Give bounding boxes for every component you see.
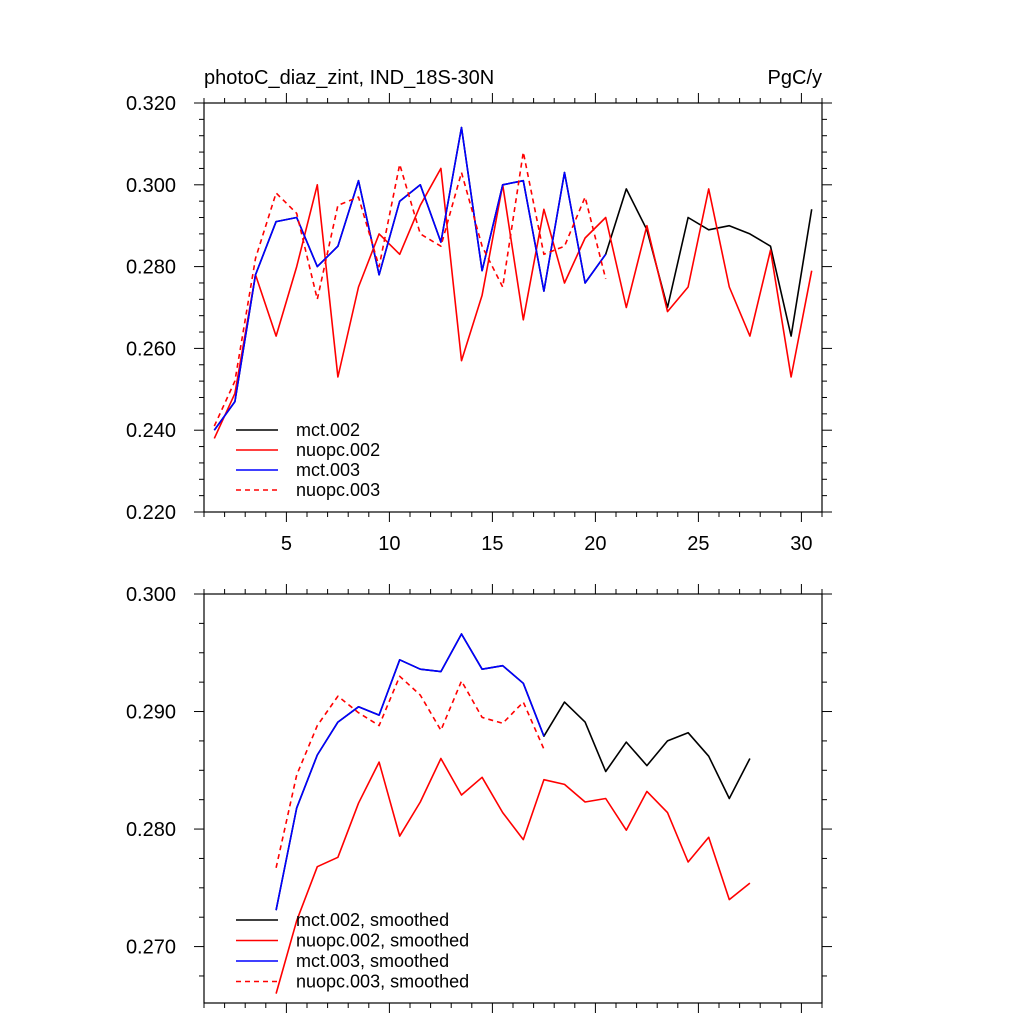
y-tick-label: 0.290 — [126, 702, 176, 724]
legend-label: nuopc.002 — [296, 440, 380, 460]
series-line-nuopc-002 — [213, 167, 813, 439]
legend-label: mct.002, smoothed — [296, 910, 449, 930]
top-panel: photoC_diaz_zint, IND_18S-30N PgC/y 5 10 1… — [126, 67, 832, 555]
y-tick-label: 0.320 — [126, 93, 176, 115]
y-tick-label: 0.300 — [126, 584, 176, 606]
x-tick-label: 15 — [481, 533, 503, 555]
x-tick-label: 30 — [790, 533, 812, 555]
y-tick-label: 0.300 — [126, 175, 176, 197]
y-tick-label: 0.280 — [126, 819, 176, 841]
x-tick-label: 5 — [281, 533, 292, 555]
legend-label: mct.002 — [296, 420, 360, 440]
y-tick-label: 0.220 — [126, 502, 176, 524]
series-line-nuopc-003-smoothed — [275, 675, 545, 868]
x-tick-label: 25 — [687, 533, 709, 555]
series-line-mct-003-smoothed — [275, 633, 545, 911]
chart-title: photoC_diaz_zint, IND_18S-30N — [204, 67, 494, 89]
units-label: PgC/y — [768, 67, 822, 89]
series-line-mct-003 — [213, 126, 607, 431]
y-tick-label: 0.270 — [126, 937, 176, 959]
legend-label: mct.003 — [296, 460, 360, 480]
y-tick-label: 0.240 — [126, 420, 176, 442]
y-tick-label: 0.280 — [126, 257, 176, 279]
y-tick-label: 0.260 — [126, 338, 176, 360]
x-tick-label: 10 — [378, 533, 400, 555]
legend-label: nuopc.003 — [296, 480, 380, 500]
x-tick-label: 20 — [584, 533, 606, 555]
legend-label: nuopc.003, smoothed — [296, 972, 469, 992]
series-line-nuopc-002-smoothed — [275, 757, 751, 994]
series-line-mct-002 — [213, 126, 813, 431]
series-line-nuopc-003 — [213, 151, 607, 427]
legend-label: nuopc.002, smoothed — [296, 931, 469, 951]
legend-label: mct.003, smoothed — [296, 951, 449, 971]
